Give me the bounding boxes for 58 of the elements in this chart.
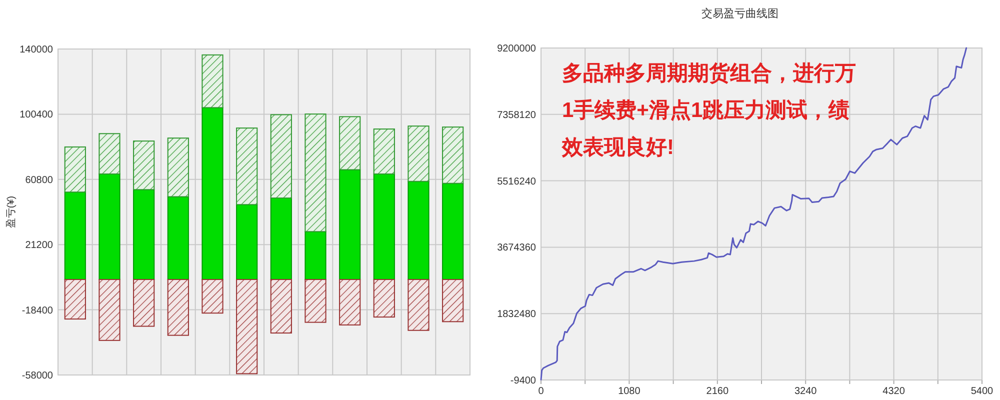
y-tick-label: 7358120 bbox=[497, 110, 536, 121]
x-tick-label: 1080 bbox=[618, 386, 641, 397]
x-tick-label: 5400 bbox=[970, 386, 994, 397]
x-tick-label: 3240 bbox=[794, 386, 818, 397]
y-tick-label: 60800 bbox=[25, 174, 54, 186]
bar bbox=[408, 180, 430, 280]
bar bbox=[133, 140, 155, 190]
x-tick-label: 0 bbox=[538, 386, 544, 397]
chart-title: 交易盈亏曲线图 bbox=[702, 7, 778, 20]
line-series bbox=[540, 47, 968, 380]
bar bbox=[339, 116, 361, 170]
bar bbox=[270, 198, 292, 280]
y-tick-label: 5516240 bbox=[497, 176, 536, 188]
bar bbox=[133, 279, 155, 327]
bar bbox=[236, 204, 258, 280]
bar bbox=[98, 279, 120, 341]
bar bbox=[270, 114, 292, 199]
bar bbox=[64, 146, 86, 193]
bar bbox=[64, 192, 86, 280]
bar bbox=[442, 279, 464, 322]
bar bbox=[167, 138, 189, 198]
y-tick-label: 3674360 bbox=[497, 242, 536, 254]
x-tick-label: 2160 bbox=[706, 386, 729, 397]
bar bbox=[373, 128, 395, 174]
bar bbox=[202, 279, 224, 314]
annotation: 多品种多周期期货组合，进行万1手续费+滑点1跳压力测试，绩效表现良好! bbox=[561, 62, 856, 159]
y-tick-label: -18400 bbox=[22, 305, 54, 316]
y-tick-label: 100400 bbox=[20, 110, 54, 121]
y-tick-label: 21200 bbox=[25, 240, 54, 252]
bar bbox=[236, 128, 258, 206]
bar bbox=[408, 279, 430, 331]
bar bbox=[98, 133, 120, 174]
y-axis-title: 盈亏(¥) bbox=[6, 196, 17, 228]
y-tick-label: 1832480 bbox=[497, 309, 536, 320]
x-tick-label: 4320 bbox=[882, 386, 906, 397]
bar bbox=[64, 279, 86, 320]
bar bbox=[133, 189, 155, 280]
bar bbox=[202, 107, 224, 280]
y-tick-label: 9200000 bbox=[497, 44, 536, 54]
bar bbox=[442, 126, 464, 184]
bar bbox=[304, 279, 326, 323]
bar bbox=[304, 231, 326, 280]
bar bbox=[408, 126, 430, 182]
bar bbox=[442, 182, 464, 280]
bar bbox=[339, 279, 361, 326]
bar bbox=[236, 279, 258, 374]
bar bbox=[373, 279, 395, 318]
bar bbox=[373, 173, 395, 280]
bar bbox=[202, 54, 224, 108]
bar bbox=[98, 173, 120, 280]
bar bbox=[270, 279, 292, 334]
y-tick-label: 140000 bbox=[20, 44, 54, 56]
y-tick-label: -58000 bbox=[22, 370, 54, 382]
bar bbox=[304, 114, 326, 232]
y-tick-label: -9400 bbox=[510, 376, 536, 386]
bar bbox=[339, 169, 361, 280]
bar bbox=[167, 196, 189, 280]
bar bbox=[167, 279, 189, 336]
